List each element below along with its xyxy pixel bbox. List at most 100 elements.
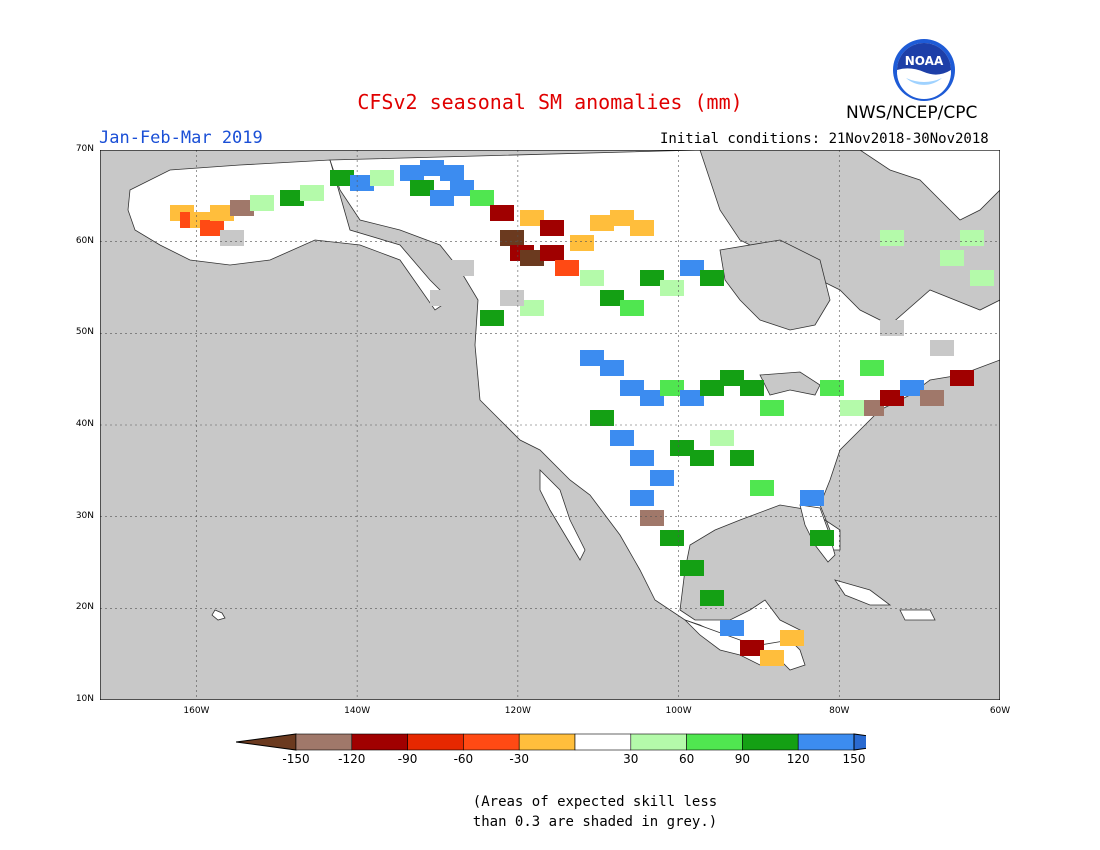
anomaly-cell <box>920 398 928 406</box>
anomaly-cell <box>280 198 288 206</box>
anomaly-cell <box>718 438 726 446</box>
anomaly-cell <box>876 360 884 368</box>
anomaly-cell <box>740 648 748 656</box>
anomaly-cell <box>746 458 754 466</box>
anomaly-cell <box>210 205 218 213</box>
anomaly-cell <box>808 498 816 506</box>
anomaly-cell <box>808 490 816 498</box>
anomaly-cell <box>908 380 916 388</box>
anomaly-cell <box>976 230 984 238</box>
anomaly-cell <box>540 220 548 228</box>
anomaly-cell <box>978 278 986 286</box>
anomaly-cell <box>840 400 848 408</box>
anomaly-cell <box>618 218 626 226</box>
anomaly-cell <box>880 238 888 246</box>
anomaly-cell <box>748 648 756 656</box>
anomaly-cell <box>796 638 804 646</box>
anomaly-cell <box>896 320 904 328</box>
colorbar-swatch <box>463 733 520 751</box>
anomaly-cell <box>608 368 616 376</box>
anomaly-cell <box>736 628 744 636</box>
anomaly-cell <box>698 450 706 458</box>
anomaly-cell <box>508 238 516 246</box>
anomaly-cell <box>966 370 974 378</box>
anomaly-cell <box>756 388 764 396</box>
anomaly-cell <box>680 560 688 568</box>
anomaly-cell <box>748 640 756 648</box>
anomaly-cell <box>876 368 884 376</box>
anomaly-cell <box>450 188 458 196</box>
anomaly-cell <box>200 220 208 228</box>
anomaly-cell <box>626 430 634 438</box>
anomaly-cell <box>686 440 694 448</box>
anomaly-cell <box>948 250 956 258</box>
anomaly-cell <box>450 268 458 276</box>
anomaly-cell <box>646 498 654 506</box>
anomaly-cell <box>408 165 416 173</box>
anomaly-cell <box>728 378 736 386</box>
anomaly-cell <box>730 450 738 458</box>
anomaly-cell <box>620 300 628 308</box>
lat-label: 70N <box>75 144 94 154</box>
anomaly-cell <box>940 258 948 266</box>
anomaly-cell <box>776 658 784 666</box>
hudson-bay <box>719 239 831 331</box>
anomaly-cell <box>528 300 536 308</box>
anomaly-cell <box>498 205 506 213</box>
anomaly-cell <box>600 360 608 368</box>
anomaly-cell <box>668 538 676 546</box>
anomaly-cell <box>630 490 638 498</box>
anomaly-cell <box>856 400 864 408</box>
anomaly-cell <box>446 198 454 206</box>
anomaly-cell <box>580 278 588 286</box>
anomaly-cell <box>680 390 688 398</box>
anomaly-cell <box>956 250 964 258</box>
agency-label: NWS/NCEP/CPC <box>846 103 978 123</box>
anomaly-cell <box>400 165 408 173</box>
colorbar-label: 120 <box>786 752 810 766</box>
anomaly-cell <box>966 378 974 386</box>
anomaly-cell <box>728 370 736 378</box>
anomaly-cell <box>610 218 618 226</box>
anomaly-cell <box>590 223 598 231</box>
anomaly-cell <box>720 628 728 636</box>
anomaly-cell <box>880 320 888 328</box>
anomaly-cell <box>880 328 888 336</box>
anomaly-cell <box>456 165 464 173</box>
anomaly-cell <box>818 530 826 538</box>
anomaly-cell <box>728 628 736 636</box>
anomaly-cell <box>880 390 888 398</box>
anomaly-cell <box>810 530 818 538</box>
anomaly-cell <box>616 290 624 298</box>
anomaly-cell <box>668 530 676 538</box>
anomaly-cell <box>626 438 634 446</box>
anomaly-cell <box>676 538 684 546</box>
anomaly-cell <box>736 620 744 628</box>
anomaly-cell <box>416 173 424 181</box>
anomaly-cell <box>386 170 394 178</box>
anomaly-cell <box>688 398 696 406</box>
anomaly-cell <box>588 350 596 358</box>
colorbar-swatch <box>295 733 353 751</box>
anomaly-cell <box>736 370 744 378</box>
colorbar-label: 90 <box>734 752 751 766</box>
lat-label: 50N <box>75 327 94 338</box>
anomaly-cell <box>540 228 548 236</box>
anomaly-cell <box>780 638 788 646</box>
anomaly-cell <box>598 410 606 418</box>
anomaly-cell <box>868 408 876 416</box>
anomaly-cell <box>938 340 946 348</box>
anomaly-cell <box>528 258 536 266</box>
anomaly-cell <box>448 173 456 181</box>
anomaly-cell <box>250 203 258 211</box>
anomaly-cell <box>586 243 594 251</box>
anomaly-cell <box>676 380 684 388</box>
anomaly-cell <box>916 380 924 388</box>
anomaly-cell <box>648 278 656 286</box>
anomaly-cell <box>456 173 464 181</box>
anomaly-cell <box>690 450 698 458</box>
anomaly-cell <box>780 630 788 638</box>
anomaly-cell <box>400 173 408 181</box>
anomaly-cell <box>848 408 856 416</box>
anomaly-cell <box>930 340 938 348</box>
